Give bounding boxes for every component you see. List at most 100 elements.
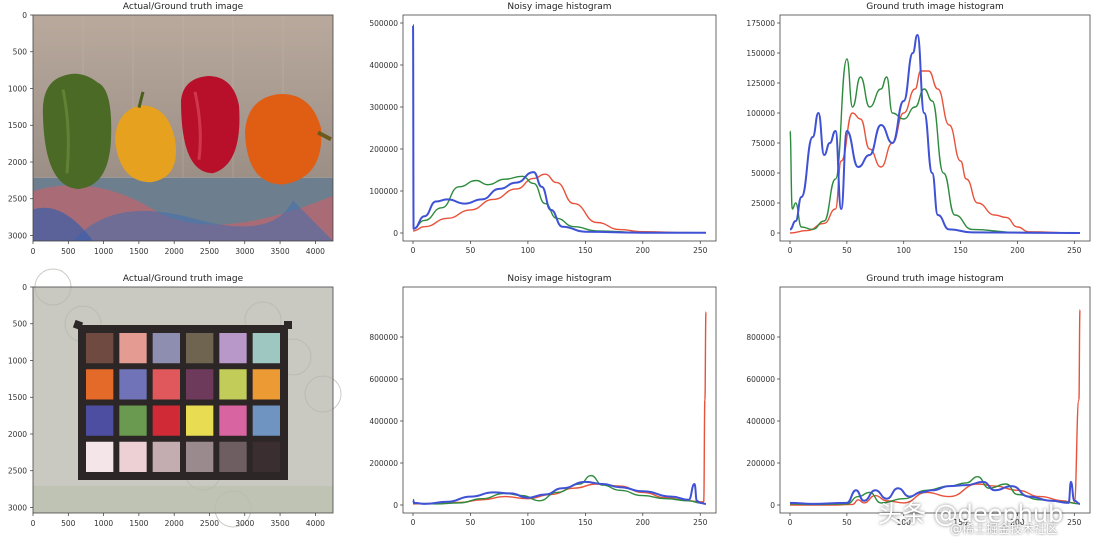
x-tick-label: 4000	[306, 247, 325, 256]
series-line	[789, 34, 1081, 234]
x-tick-label: 0	[788, 518, 793, 527]
y-tick-label: 3000	[8, 231, 27, 240]
y-tick-label: 500000	[369, 19, 398, 28]
chart-title: Actual/Ground truth image	[122, 274, 244, 284]
color-patch	[152, 369, 180, 400]
series-line	[789, 70, 1081, 234]
x-tick-label: 0	[411, 246, 416, 255]
chart-title: Noisy image histogram	[507, 274, 612, 284]
x-tick-label: 200	[1010, 518, 1025, 527]
x-tick-label: 2500	[200, 519, 219, 528]
y-tick-label: 0	[770, 501, 775, 510]
color-patch	[119, 369, 147, 400]
color-patch	[219, 333, 247, 364]
y-tick-label: 600000	[746, 375, 775, 384]
y-tick-label: 2500	[8, 467, 27, 476]
x-tick-label: 3500	[271, 519, 290, 528]
y-tick-label: 200000	[369, 145, 398, 154]
y-tick-label: 0	[770, 229, 775, 238]
y-tick-label: 175000	[746, 19, 775, 28]
x-tick-label: 0	[31, 247, 36, 256]
x-tick-label: 3000	[235, 247, 254, 256]
line-chart: 0 50 100 150 200 250 0 200000 400000 600000 800000	[369, 286, 717, 527]
watermark-main: 头条 @deephub	[878, 500, 1064, 528]
y-tick-label: 2000	[8, 158, 27, 167]
x-tick-label: 50	[466, 518, 476, 527]
color-patch	[152, 333, 180, 364]
x-tick-label: 0	[788, 246, 793, 255]
x-tick-label: 150	[953, 518, 968, 527]
chart-title: Actual/Ground truth image	[122, 2, 244, 12]
line-chart: 0 50 100 150 200 250 0 100000 200000 300000 400000…	[369, 14, 717, 255]
color-patch	[86, 441, 114, 472]
y-tick-label: 125000	[746, 79, 775, 88]
y-tick-label: 1000	[8, 84, 27, 93]
x-tick-label: 250	[693, 518, 708, 527]
color-patch	[119, 405, 147, 436]
color-patch	[252, 333, 280, 364]
x-tick-label: 2000	[165, 247, 184, 256]
x-tick-label: 1000	[94, 519, 113, 528]
y-tick-label: 2500	[8, 195, 27, 204]
y-tick-label: 400000	[369, 61, 398, 70]
series-line	[412, 24, 707, 234]
x-tick-label: 200	[1010, 246, 1025, 255]
color-patch	[186, 441, 214, 472]
y-tick-label: 400000	[369, 417, 398, 426]
x-tick-label: 250	[1067, 246, 1082, 255]
series-line	[789, 480, 1081, 505]
color-patch	[186, 405, 214, 436]
x-tick-label: 4000	[306, 519, 325, 528]
color-patch	[219, 405, 247, 436]
orange-pepper	[245, 93, 322, 185]
x-tick-label: 150	[578, 518, 593, 527]
x-tick-label: 3500	[271, 247, 290, 256]
x-tick-label: 100	[521, 246, 536, 255]
color-patch	[186, 333, 214, 364]
x-tick-label: 0	[31, 519, 36, 528]
color-patch	[186, 369, 214, 400]
line-chart: 0 50 100 150 200 250 0 200000 400000 600000 800000	[746, 286, 1091, 527]
y-tick-label: 500	[13, 48, 28, 57]
y-tick-label: 3000	[8, 503, 27, 512]
y-tick-label: 500	[13, 320, 28, 329]
chart-title: Ground truth image histogram	[866, 274, 1004, 284]
x-tick-label: 1000	[94, 247, 113, 256]
y-tick-label: 150000	[746, 49, 775, 58]
plot-area	[402, 14, 717, 242]
x-tick-label: 2500	[200, 247, 219, 256]
image-panel: 0 500 1000 1500 2000 2500 3000 3500 4000 0 500 1000…	[8, 11, 334, 256]
x-tick-label: 100	[521, 518, 536, 527]
color-patch	[119, 333, 147, 364]
chart-title: Noisy image histogram	[507, 2, 612, 12]
y-tick-label: 200000	[369, 459, 398, 468]
y-tick-label: 50000	[751, 169, 775, 178]
chart-title: Ground truth image histogram	[866, 2, 1004, 12]
y-tick-label: 2000	[8, 430, 27, 439]
series-line	[412, 480, 707, 505]
series-line	[412, 474, 707, 505]
x-tick-label: 50	[842, 246, 852, 255]
series-line	[412, 175, 707, 234]
color-patch	[252, 369, 280, 400]
x-tick-label: 100	[897, 518, 912, 527]
x-tick-label: 250	[1067, 518, 1082, 527]
series-line	[789, 58, 1081, 234]
plot-area	[779, 286, 1091, 514]
y-tick-label: 600000	[369, 375, 398, 384]
series-line	[412, 173, 707, 234]
x-tick-label: 50	[466, 246, 476, 255]
x-tick-label: 200	[636, 246, 651, 255]
y-tick-label: 100000	[369, 187, 398, 196]
plot-area	[402, 286, 717, 514]
image-panel: 0 500 1000 1500 2000 2500 3000 3500 4000 0 500 1000…	[8, 268, 342, 528]
color-patch	[219, 369, 247, 400]
line-chart: 0 50 100 150 200 250 0 25000 50000 75000 100000 125…	[746, 14, 1091, 255]
yellow-pepper	[115, 105, 176, 183]
color-patch	[86, 369, 114, 400]
y-tick-label: 200000	[746, 459, 775, 468]
color-patch	[119, 441, 147, 472]
x-tick-label: 150	[953, 246, 968, 255]
x-tick-label: 100	[897, 246, 912, 255]
color-patch	[86, 333, 114, 364]
